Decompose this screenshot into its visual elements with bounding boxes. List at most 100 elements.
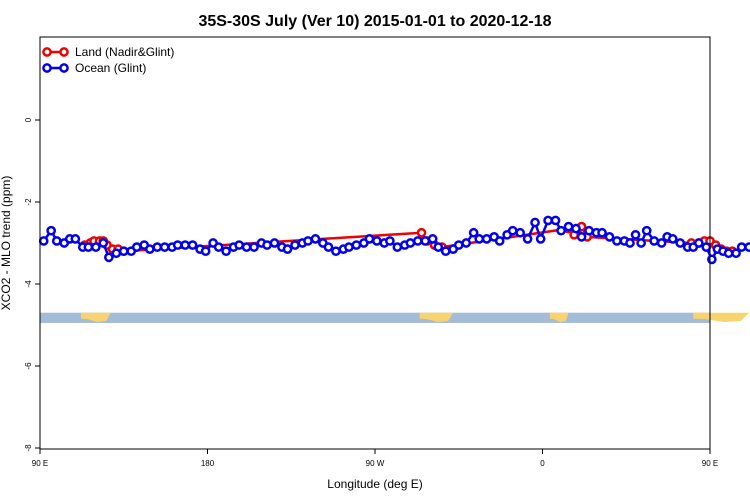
x-tick-label: 0 bbox=[540, 459, 545, 468]
data-point bbox=[331, 246, 341, 257]
data-point bbox=[468, 227, 479, 238]
x-axis: 90 E 180 90 W 0 90 E bbox=[32, 449, 718, 468]
data-point bbox=[180, 240, 191, 250]
data-point bbox=[507, 225, 518, 236]
data-point bbox=[70, 234, 81, 244]
data-point bbox=[46, 225, 57, 236]
data-point bbox=[303, 236, 313, 246]
ocean-band bbox=[40, 312, 710, 323]
y-tick-label: -6 bbox=[24, 362, 33, 370]
data-point bbox=[111, 248, 122, 259]
data-point bbox=[131, 242, 142, 252]
data-point bbox=[323, 242, 334, 252]
y-tick-label: -2 bbox=[24, 198, 33, 206]
data-point bbox=[675, 238, 686, 248]
data-point bbox=[118, 246, 129, 257]
legend-swatch-marker bbox=[42, 63, 52, 73]
legend-label: Land (Nadir&Glint) bbox=[75, 45, 174, 59]
data-point bbox=[221, 246, 231, 257]
y-axis: 0 -2 -4 -6 -8 bbox=[24, 117, 40, 452]
data-point bbox=[474, 234, 485, 244]
y-axis-label: XCO2 - MLO trend (ppm) bbox=[0, 176, 13, 311]
data-point bbox=[83, 242, 94, 252]
data-point bbox=[351, 240, 362, 250]
data-point bbox=[667, 234, 678, 244]
data-point bbox=[213, 242, 224, 252]
data-point bbox=[693, 238, 704, 248]
data-point bbox=[234, 240, 244, 250]
data-point bbox=[481, 234, 492, 244]
y-tick-label: -4 bbox=[24, 280, 33, 288]
data-point bbox=[372, 236, 382, 246]
land-shape bbox=[549, 312, 569, 322]
data-point bbox=[494, 236, 505, 246]
data-point bbox=[571, 223, 581, 234]
data-point bbox=[187, 240, 198, 250]
data-point bbox=[597, 227, 607, 238]
data-point bbox=[104, 252, 114, 263]
legend-swatch-marker bbox=[59, 63, 69, 73]
y-tick-label: 0 bbox=[24, 117, 33, 122]
series-layer bbox=[38, 215, 750, 265]
y-tick-label: -8 bbox=[24, 444, 33, 452]
data-point bbox=[656, 238, 667, 248]
legend-swatch-marker bbox=[42, 47, 52, 57]
data-point bbox=[392, 242, 403, 252]
data-point bbox=[152, 242, 163, 252]
data-point bbox=[241, 242, 252, 252]
data-point bbox=[461, 238, 472, 248]
data-point bbox=[530, 217, 540, 228]
legend: Land (Nadir&Glint) Ocean (Glint) bbox=[42, 45, 174, 75]
data-point bbox=[550, 215, 561, 226]
data-point bbox=[707, 254, 717, 265]
data-point bbox=[385, 236, 395, 246]
data-point bbox=[625, 238, 635, 248]
data-point bbox=[723, 248, 734, 259]
data-point bbox=[636, 238, 646, 248]
land-shape bbox=[693, 312, 750, 322]
data-point bbox=[249, 242, 259, 252]
legend-swatch-marker bbox=[59, 47, 69, 57]
x-tick-label: 90 E bbox=[32, 459, 48, 468]
data-point bbox=[604, 232, 615, 242]
data-point bbox=[38, 236, 49, 246]
data-point bbox=[405, 238, 416, 248]
data-point bbox=[453, 240, 464, 250]
data-point bbox=[200, 246, 211, 257]
land-shape bbox=[419, 312, 454, 322]
data-point bbox=[262, 240, 272, 250]
data-point bbox=[98, 238, 109, 248]
data-point bbox=[440, 246, 451, 257]
data-point bbox=[701, 242, 712, 252]
data-point bbox=[522, 234, 533, 244]
data-point bbox=[412, 236, 423, 246]
data-point bbox=[584, 225, 594, 236]
data-point bbox=[90, 242, 101, 252]
land-shape bbox=[80, 312, 111, 322]
data-point bbox=[744, 242, 750, 252]
data-point bbox=[51, 236, 62, 246]
data-point bbox=[649, 236, 660, 246]
data-point bbox=[612, 236, 622, 246]
data-point bbox=[731, 248, 741, 259]
map-band bbox=[40, 312, 750, 323]
data-point bbox=[290, 240, 300, 250]
x-tick-label: 180 bbox=[201, 459, 215, 468]
data-point bbox=[736, 242, 747, 252]
data-point bbox=[556, 225, 566, 236]
data-point bbox=[427, 234, 438, 244]
x-tick-label: 90 W bbox=[366, 459, 385, 468]
chart-title: 35S-30S July (Ver 10) 2015-01-01 to 2020… bbox=[198, 13, 551, 30]
x-axis-label: Longitude (deg E) bbox=[327, 477, 422, 491]
data-point bbox=[420, 236, 431, 246]
data-point bbox=[344, 242, 354, 252]
data-point bbox=[159, 242, 170, 252]
data-point bbox=[563, 221, 574, 232]
legend-label: Ocean (Glint) bbox=[75, 61, 146, 75]
data-point bbox=[543, 215, 553, 226]
data-point bbox=[172, 240, 183, 250]
data-point bbox=[515, 227, 526, 238]
data-point bbox=[641, 225, 652, 236]
data-point bbox=[144, 244, 155, 254]
